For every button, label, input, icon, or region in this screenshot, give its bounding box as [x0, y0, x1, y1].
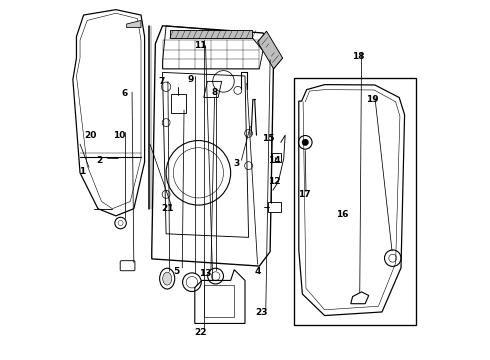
FancyBboxPatch shape [294, 78, 416, 325]
Text: 3: 3 [233, 159, 239, 168]
Text: 16: 16 [336, 210, 348, 219]
Text: 9: 9 [187, 75, 194, 84]
FancyBboxPatch shape [271, 153, 281, 162]
Text: 4: 4 [254, 267, 261, 276]
Ellipse shape [163, 272, 172, 285]
Polygon shape [258, 31, 283, 69]
Text: 8: 8 [211, 87, 218, 96]
FancyBboxPatch shape [170, 31, 252, 39]
Text: 19: 19 [366, 95, 379, 104]
Text: 20: 20 [84, 131, 96, 140]
Text: 1: 1 [79, 167, 85, 176]
Text: 7: 7 [159, 77, 165, 86]
Text: 17: 17 [298, 190, 311, 199]
FancyBboxPatch shape [268, 202, 281, 212]
Text: 11: 11 [194, 41, 206, 50]
Text: 18: 18 [352, 52, 364, 61]
Text: 5: 5 [174, 267, 180, 276]
Text: 10: 10 [113, 131, 125, 140]
Text: 6: 6 [122, 89, 128, 98]
Text: 15: 15 [262, 134, 274, 143]
FancyBboxPatch shape [120, 261, 135, 271]
Polygon shape [126, 21, 141, 28]
Text: 23: 23 [255, 308, 268, 317]
Circle shape [302, 139, 309, 145]
Circle shape [118, 221, 123, 226]
FancyBboxPatch shape [171, 94, 186, 113]
Text: 13: 13 [199, 269, 212, 278]
Text: 14: 14 [269, 156, 281, 165]
Text: 12: 12 [269, 177, 281, 186]
Text: 2: 2 [97, 156, 103, 165]
Text: 22: 22 [194, 328, 206, 337]
Text: 21: 21 [161, 204, 173, 213]
